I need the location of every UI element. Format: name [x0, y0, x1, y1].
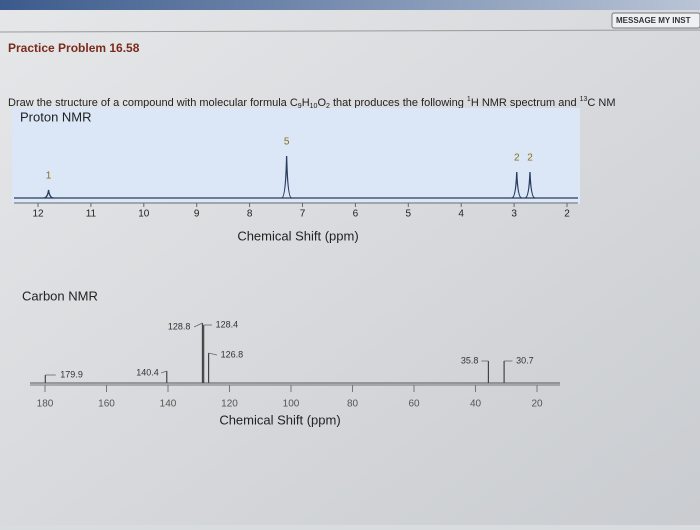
x-tick-label: 40 [470, 399, 482, 410]
question-sup: 13 [580, 96, 588, 103]
integration-label: 2 [514, 153, 520, 164]
x-tick-label: 12 [32, 209, 44, 220]
carbon-xlabel: Chemical Shift (ppm) [219, 412, 340, 427]
x-tick-label: 7 [300, 209, 306, 220]
x-tick-label: 100 [283, 399, 300, 410]
x-tick-label: 3 [511, 209, 517, 220]
x-tick-label: 4 [458, 209, 464, 220]
x-tick-label: 6 [353, 209, 359, 220]
problem-title: Practice Problem 16.58 [8, 41, 140, 55]
carbon-title: Carbon NMR [22, 288, 98, 303]
label-leader [193, 322, 203, 328]
x-tick-label: 5 [406, 209, 412, 220]
proton-peak [511, 171, 522, 199]
question-part: O [317, 97, 326, 109]
x-tick-label: 2 [564, 209, 570, 220]
question-part: Draw the structure of a compound with mo… [8, 97, 298, 109]
integration-label: 2 [527, 153, 533, 164]
peak-label: 35.8 [461, 355, 479, 365]
x-tick-label: 10 [138, 209, 150, 220]
peak-label: 128.4 [216, 319, 239, 329]
divider [0, 29, 700, 33]
x-tick-label: 80 [347, 399, 359, 410]
peak-label: 126.8 [221, 349, 244, 359]
proton-peak [281, 155, 292, 199]
question-sup: 1 [467, 96, 471, 103]
integration-label: 5 [284, 137, 290, 148]
x-tick-label: 20 [531, 399, 543, 410]
peak-label: 140.4 [136, 367, 159, 377]
x-tick-label: 160 [98, 399, 115, 410]
peak-label: 128.8 [168, 321, 191, 331]
question-sub: 9 [298, 103, 302, 110]
x-tick-label: 60 [408, 399, 420, 410]
peak-label: 179.9 [60, 369, 83, 379]
x-tick-label: 8 [247, 209, 253, 220]
proton-peak [43, 189, 54, 199]
peak-label: 30.7 [516, 355, 534, 365]
question: Draw the structure of a compound with mo… [8, 96, 616, 110]
message-button-label[interactable]: MESSAGE MY INST [616, 16, 691, 25]
question-part: C NM [587, 97, 615, 109]
proton-title: Proton NMR [20, 109, 92, 124]
label-leader [208, 352, 218, 356]
x-tick-label: 140 [160, 399, 177, 410]
top-bar [0, 0, 700, 10]
message-button[interactable] [611, 12, 700, 29]
proton-panel [12, 108, 580, 204]
x-tick-label: 9 [194, 209, 200, 220]
question-sub: 2 [326, 103, 330, 110]
x-tick-label: 120 [221, 399, 238, 410]
question-part: H [302, 97, 310, 109]
proton-xlabel: Chemical Shift (ppm) [237, 228, 358, 243]
integration-label: 1 [46, 171, 52, 182]
x-tick-label: 180 [37, 399, 54, 410]
x-tick-label: 11 [86, 209, 97, 220]
question-part: that produces the following [330, 97, 467, 109]
question-part: H NMR spectrum and [471, 97, 580, 109]
question-sub: 10 [310, 103, 318, 110]
proton-peak [524, 171, 536, 199]
label-leader [161, 370, 167, 374]
